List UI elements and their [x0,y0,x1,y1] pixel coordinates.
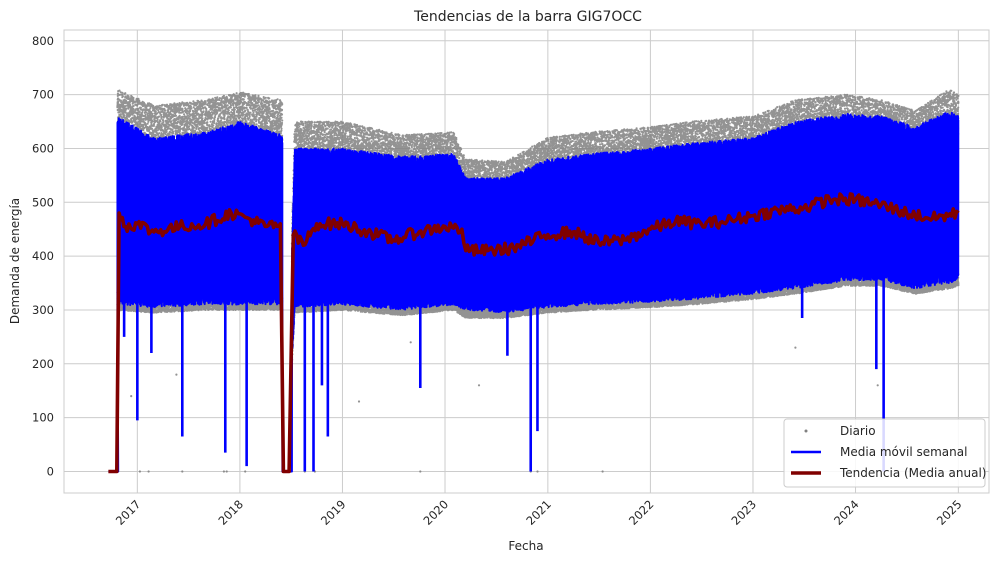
y-tick-label: 100 [32,411,54,425]
y-tick-label: 200 [32,357,54,371]
y-tick-label: 600 [32,141,54,155]
y-tick-label: 300 [32,303,54,317]
y-tick-label: 500 [32,195,54,209]
legend-marker-daily [804,429,808,433]
legend-label-daily: Diario [840,424,876,438]
legend-box [783,418,986,488]
series-annual [108,192,960,474]
chart-title: Tendencias de la barra GIG7OCC [413,9,642,25]
series-weekly [108,111,960,473]
legend: Diario Media móvil semanal Tendencia (Me… [783,418,986,488]
plot-frame [63,29,990,494]
y-tick-label: 800 [32,34,54,48]
axes-frame [63,29,990,494]
annual-trend-line [108,192,960,474]
legend-label-weekly: Media móvil semanal [840,445,967,459]
y-axis-label: Demanda de energía [8,198,22,324]
x-axis-label: Fecha [508,539,543,553]
legend-label-annual: Tendencia (Media anual) [839,466,986,480]
y-axis-ticks: 0 100 200 300 400 500 600 700 800 [32,34,54,479]
y-tick-label: 400 [32,249,54,263]
y-tick-label: 700 [32,88,54,102]
y-tick-label: 0 [47,464,54,478]
